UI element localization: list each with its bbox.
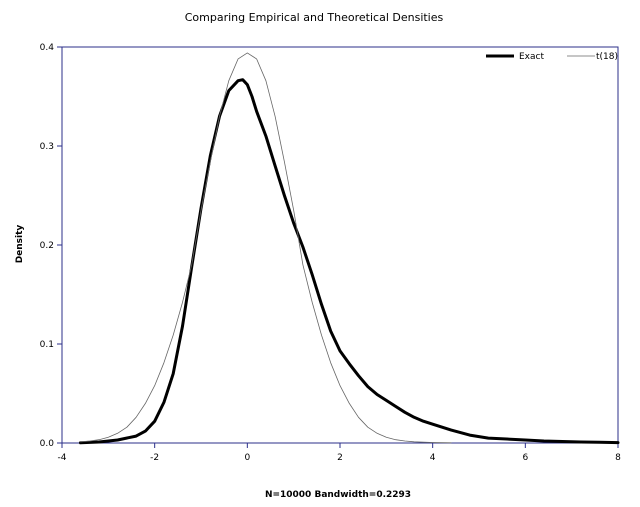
plot-frame <box>61 46 619 444</box>
y-tick-label: 0.3 <box>40 142 54 152</box>
y-axis-label: Density <box>15 225 25 264</box>
series-line-t18 <box>80 52 452 444</box>
x-axis-label: N=10000 Bandwidth=0.2293 <box>265 490 411 500</box>
x-tick-label: 8 <box>615 453 621 463</box>
x-tick-label: -2 <box>150 453 159 463</box>
y-tick-label: 0.2 <box>40 241 54 251</box>
y-tick-label: 0.1 <box>40 340 54 350</box>
axis-ticks: -4 -2 0 2 4 6 8 0.0 0.1 0.2 0.3 0.4 <box>40 43 621 463</box>
series-lines <box>79 52 620 445</box>
y-tick-label: 0.4 <box>40 43 55 53</box>
legend-label: Exact <box>519 52 544 62</box>
x-tick-label: 4 <box>430 453 436 463</box>
series-line-exact <box>79 78 620 445</box>
x-tick-label: 2 <box>337 453 343 463</box>
y-tick-label: 0.0 <box>40 439 55 449</box>
legend-label: t(18) <box>596 52 618 62</box>
chart-title: Comparing Empirical and Theoretical Dens… <box>185 11 444 24</box>
x-tick-label: 6 <box>522 453 528 463</box>
legend: Exact t(18) <box>486 52 618 62</box>
x-tick-label: -4 <box>58 453 67 463</box>
x-tick-label: 0 <box>244 453 250 463</box>
